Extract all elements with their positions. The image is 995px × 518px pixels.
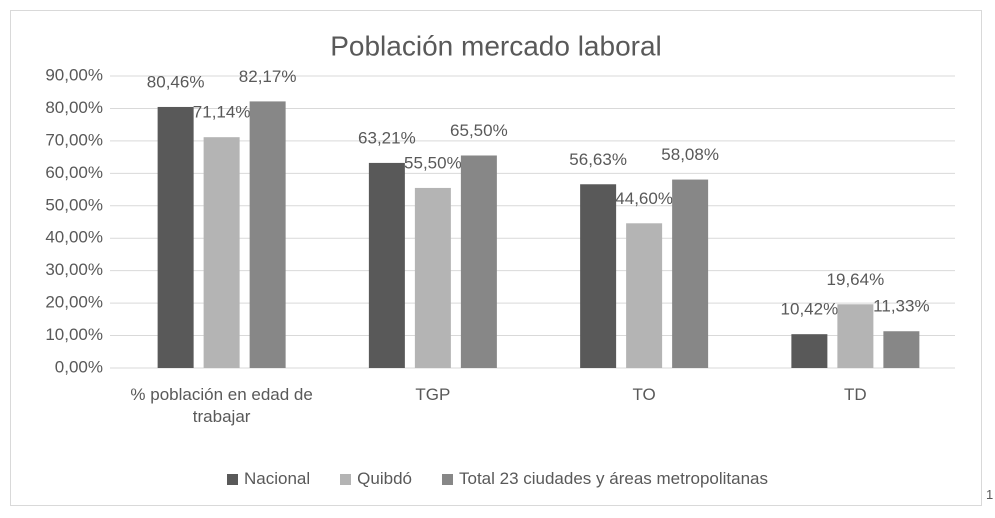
x-tick-label: TGP bbox=[415, 385, 451, 404]
footnote-marker: 1 bbox=[986, 487, 994, 502]
bar bbox=[249, 101, 286, 369]
y-tick-label: 30,00% bbox=[45, 260, 103, 279]
bar bbox=[157, 106, 194, 369]
bar bbox=[368, 162, 405, 368]
data-label: 80,46% bbox=[147, 72, 205, 91]
data-label: 82,17% bbox=[239, 67, 297, 86]
legend: Nacional Quibdó Total 23 ciudades y áreas … bbox=[0, 469, 995, 489]
data-label: 10,42% bbox=[781, 300, 839, 319]
legend-item: Total 23 ciudades y áreas metropolitanas bbox=[441, 469, 768, 489]
y-tick-label: 80,00% bbox=[45, 98, 103, 117]
data-label: 71,14% bbox=[193, 103, 251, 122]
data-label: 56,63% bbox=[569, 150, 627, 169]
bar bbox=[837, 304, 874, 368]
data-label: 19,64% bbox=[827, 270, 885, 289]
legend-swatch bbox=[441, 473, 453, 485]
x-tick-label: % población en edad de trabajar bbox=[130, 385, 313, 426]
y-tick-label: 60,00% bbox=[45, 163, 103, 182]
legend-label: Nacional bbox=[244, 469, 311, 488]
bar bbox=[414, 187, 451, 368]
y-tick-label: 10,00% bbox=[45, 325, 103, 344]
bar bbox=[672, 179, 709, 368]
data-label: 63,21% bbox=[358, 128, 416, 147]
y-tick-label: 40,00% bbox=[45, 228, 103, 247]
legend-item: Quibdó bbox=[340, 469, 412, 489]
chart-title: Población mercado laboral bbox=[330, 30, 662, 61]
data-label: 11,33% bbox=[873, 297, 929, 316]
y-tick-label: 70,00% bbox=[45, 130, 103, 149]
bar bbox=[203, 137, 240, 368]
bar bbox=[460, 155, 497, 368]
data-label: 58,08% bbox=[661, 145, 719, 164]
y-tick-label: 20,00% bbox=[45, 293, 103, 312]
legend-label: Total 23 ciudades y áreas metropolitanas bbox=[458, 469, 768, 488]
y-tick-label: 50,00% bbox=[45, 195, 103, 214]
legend-item: Nacional bbox=[227, 469, 310, 489]
legend-swatch bbox=[340, 473, 352, 485]
bar bbox=[791, 334, 828, 368]
x-tick-label: TD bbox=[844, 385, 867, 404]
y-tick-label: 90,00% bbox=[45, 65, 103, 84]
legend-label: Quibdó bbox=[357, 469, 412, 488]
bar bbox=[580, 184, 617, 368]
legend-swatch bbox=[227, 473, 238, 485]
chart-frame bbox=[10, 10, 982, 506]
data-label: 44,60% bbox=[615, 189, 673, 208]
y-tick-label: 0,00% bbox=[55, 357, 103, 376]
bar bbox=[626, 223, 663, 368]
data-label: 55,50% bbox=[404, 153, 462, 172]
bar bbox=[883, 331, 920, 368]
x-tick-label: TO bbox=[632, 385, 656, 404]
data-label: 65,50% bbox=[450, 121, 508, 140]
